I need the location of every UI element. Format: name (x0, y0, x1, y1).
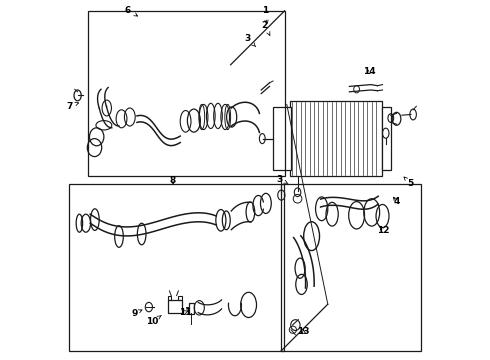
Text: 8: 8 (170, 176, 176, 185)
Bar (189, 303, 194, 314)
Bar (273, 107, 291, 170)
Bar (69, 184, 284, 351)
Text: 11: 11 (179, 307, 191, 317)
Text: 2: 2 (262, 21, 270, 35)
Text: 12: 12 (377, 226, 389, 235)
Text: 5: 5 (404, 177, 414, 188)
Bar (88, 11, 285, 176)
Bar (178, 296, 182, 300)
Bar (168, 296, 171, 300)
Text: 6: 6 (125, 5, 138, 16)
Text: 7: 7 (66, 102, 78, 111)
Text: 10: 10 (147, 315, 161, 326)
Bar (291, 101, 382, 176)
Text: 3: 3 (245, 34, 256, 47)
Text: 4: 4 (393, 197, 400, 206)
Bar (382, 107, 391, 170)
Bar (281, 184, 421, 351)
Text: 14: 14 (363, 68, 375, 77)
Text: 13: 13 (297, 328, 310, 336)
Text: 1: 1 (262, 5, 268, 23)
Text: 3: 3 (276, 175, 288, 184)
Bar (168, 300, 182, 313)
Text: 9: 9 (132, 309, 142, 318)
